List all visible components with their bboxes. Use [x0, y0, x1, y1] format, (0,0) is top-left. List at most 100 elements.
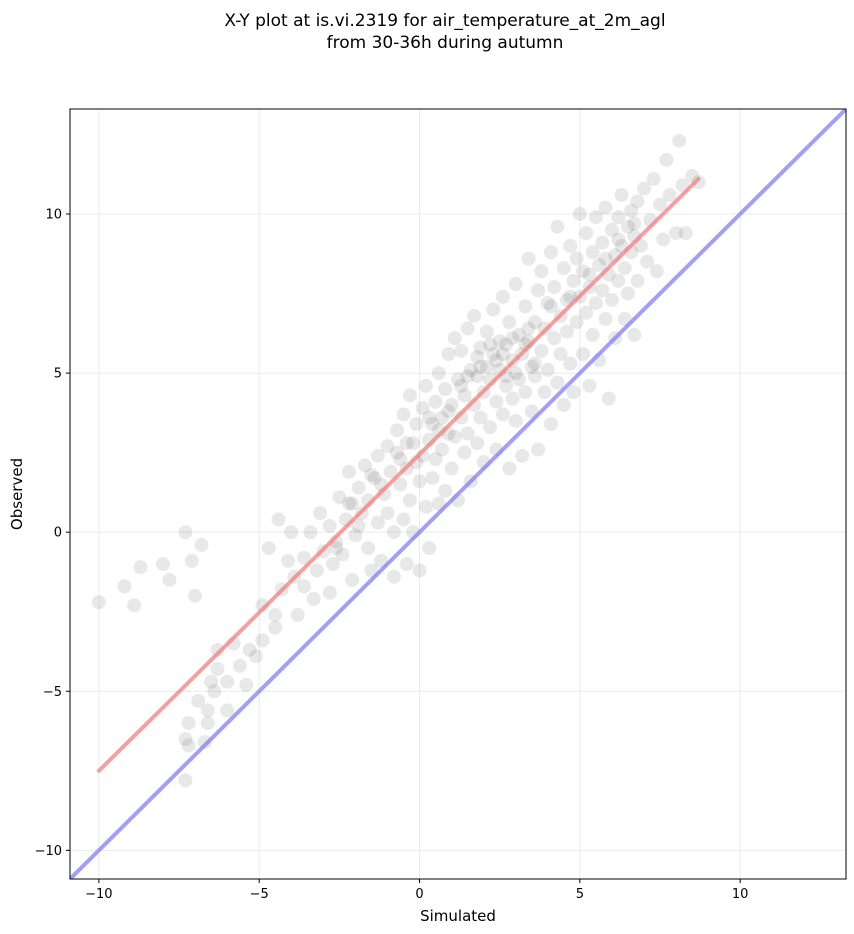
y-tick-label: 5: [54, 367, 62, 382]
data-point: [508, 366, 523, 381]
data-point: [595, 235, 610, 250]
data-point: [611, 273, 626, 288]
data-point: [422, 541, 437, 556]
data-point: [418, 378, 433, 393]
data-point: [181, 716, 196, 731]
data-point: [569, 315, 584, 330]
data-point: [460, 426, 475, 441]
data-point: [451, 372, 465, 387]
data-point: [582, 267, 597, 282]
data-point: [248, 649, 263, 664]
data-point: [127, 598, 142, 613]
data-point: [386, 525, 401, 540]
data-point: [627, 327, 642, 342]
data-point: [284, 525, 299, 540]
data-point: [579, 226, 594, 241]
data-point: [588, 210, 603, 225]
y-axis-label: Observed: [8, 458, 26, 530]
grid: [70, 109, 846, 879]
data-point: [460, 369, 475, 384]
data-point: [117, 579, 132, 594]
fit-line: [96, 177, 701, 773]
data-point: [486, 347, 501, 361]
data-point: [425, 417, 440, 431]
data-point: [576, 264, 591, 279]
data-point: [399, 436, 414, 451]
data-point: [188, 588, 203, 603]
data-point: [467, 308, 482, 323]
data-point: [505, 331, 520, 346]
data-point: [592, 257, 607, 272]
x-axis-label: Simulated: [420, 907, 496, 925]
data-point: [502, 315, 517, 330]
data-point: [524, 359, 539, 374]
data-point: [630, 273, 645, 288]
data-point: [521, 251, 536, 266]
data-point: [486, 302, 501, 317]
data-point: [447, 429, 462, 444]
data-point: [444, 461, 459, 476]
data-point: [460, 321, 475, 336]
data-point: [431, 366, 446, 381]
data-point: [495, 347, 510, 361]
y-tick-label: −10: [35, 844, 62, 859]
data-point: [566, 385, 581, 400]
data-point: [483, 420, 498, 435]
data-point: [194, 537, 209, 552]
data-point: [662, 187, 677, 202]
data-point: [412, 474, 427, 489]
data-point: [281, 553, 296, 568]
data-point: [582, 378, 597, 393]
data-point: [585, 245, 600, 260]
data-point: [489, 353, 504, 368]
y-tick-label: 0: [54, 526, 62, 541]
data-point: [133, 560, 148, 575]
data-point: [402, 493, 417, 508]
data-point: [178, 773, 193, 788]
data-point: [653, 197, 668, 212]
data-point: [579, 305, 594, 320]
data-point: [553, 347, 568, 361]
data-point: [515, 448, 530, 463]
data-point: [585, 327, 600, 342]
data-point: [210, 662, 225, 676]
data-point: [630, 194, 645, 209]
data-point: [271, 512, 286, 527]
data-point: [441, 347, 456, 361]
data-point: [454, 378, 469, 393]
data-point: [627, 216, 642, 231]
data-point: [601, 391, 616, 406]
data-point: [547, 280, 562, 295]
data-point: [313, 506, 328, 521]
data-point: [454, 343, 469, 358]
data-point: [438, 483, 453, 498]
data-point: [556, 397, 571, 412]
data-point: [239, 677, 254, 692]
data-point: [220, 674, 235, 689]
data-point: [345, 572, 360, 587]
data-point: [367, 471, 382, 486]
data-point: [540, 296, 555, 311]
plot-frame: [69, 108, 847, 880]
data-point: [656, 232, 671, 247]
data-point: [646, 172, 661, 186]
data-point: [492, 334, 507, 349]
chart-title-line1: X-Y plot at is.vi.2319 for air_temperatu…: [224, 11, 665, 31]
data-point: [473, 340, 488, 355]
data-point: [329, 541, 344, 556]
data-point: [624, 203, 639, 218]
data-point: [370, 448, 385, 463]
data-point: [200, 703, 215, 718]
data-point: [499, 337, 514, 352]
data-point: [162, 572, 177, 587]
data-point: [383, 464, 398, 479]
data-point: [335, 547, 350, 562]
data-point: [380, 439, 395, 454]
data-point: [303, 525, 318, 540]
x-tick-label: 5: [576, 887, 584, 902]
data-point: [290, 607, 305, 622]
data-point: [341, 496, 356, 511]
data-point: [232, 658, 247, 673]
data-point: [598, 251, 613, 266]
data-point: [457, 388, 472, 403]
